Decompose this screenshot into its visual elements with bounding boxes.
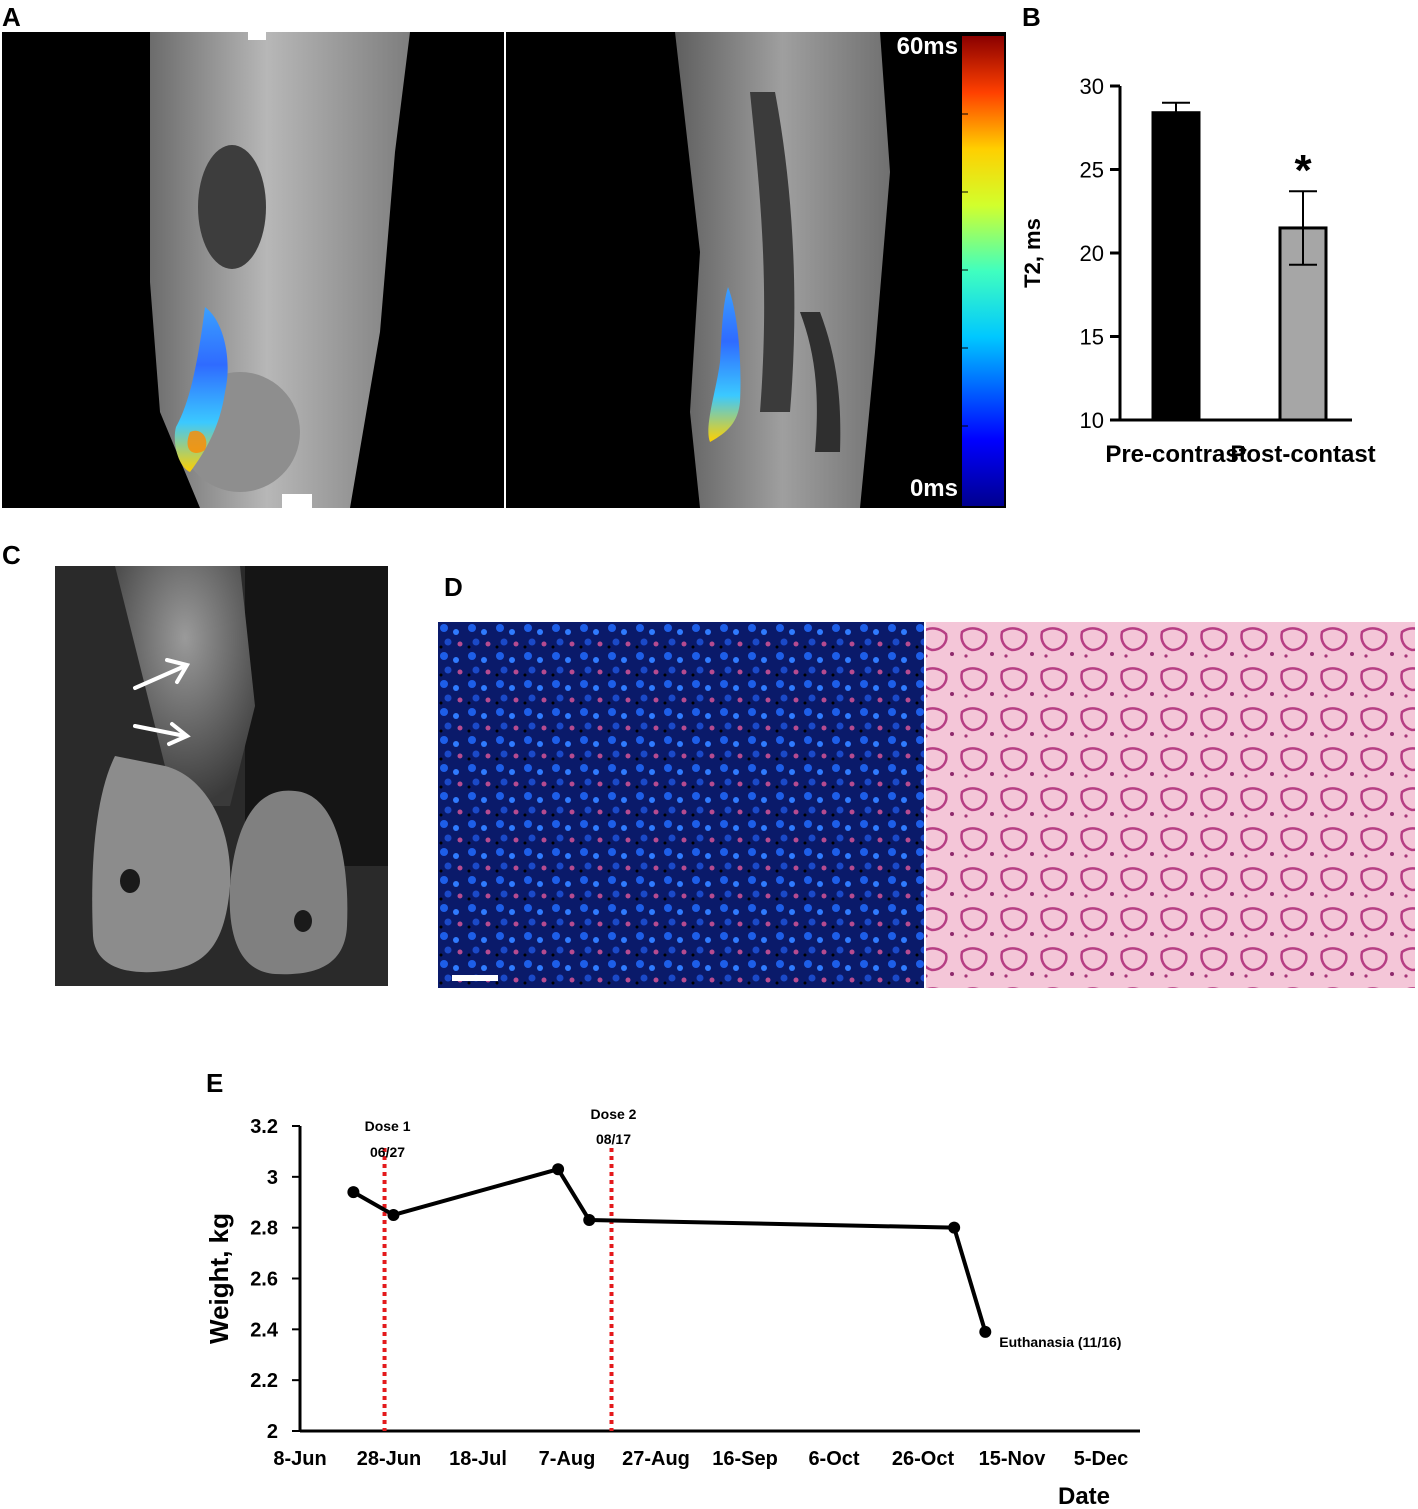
dose1-date-label: 06/27 [370,1144,405,1160]
x-tick-label: 7-Aug [539,1448,596,1470]
he-stain-image [926,622,1415,988]
x-tick-label: 18-Jul [449,1448,507,1470]
date-x-axis-label: Date [1058,1483,1110,1509]
mri-pre-contrast-image [2,32,504,508]
t2-colorbar: 60ms 0ms [897,33,1004,506]
x-tick-label: 15-Nov [979,1448,1047,1470]
colorbar-min-label: 0ms [910,475,958,502]
data-point [387,1208,400,1221]
x-tick-label: 6-Oct [808,1448,859,1470]
y-tick-label: 3.2 [250,1116,278,1138]
data-point [552,1163,565,1176]
y-tick-label: 10 [1080,408,1104,433]
x-tick-label: 28-Jun [357,1448,421,1470]
arrow-icon [133,658,191,690]
panel-letter-b: B [1022,2,1041,32]
y-tick-label: 20 [1080,241,1104,266]
dose2-date-label: 08/17 [596,1131,631,1147]
panel-letter-e: E [206,1068,224,1098]
y-tick-label: 2.4 [250,1319,279,1341]
mri-post-contrast-image [506,32,1006,508]
bar [1151,111,1201,422]
y-tick-label: 3 [267,1167,278,1189]
weight-line-chart: Weight, kg Date 2 2.2 2.4 2.6 2.8 3 3.2 8-Jun 2… [204,1106,1140,1509]
data-point [948,1221,961,1234]
dose2-label: Dose 2 [591,1106,637,1122]
arrow-icon [133,722,191,746]
mri-t2-figure: 60ms 0ms [2,32,1006,508]
colorbar-max-label: 60ms [897,33,958,60]
dose1-label: Dose 1 [365,1118,411,1134]
category-label: Pre-contrast [1105,441,1246,468]
t2-y-axis-label: T2, ms [1020,218,1045,288]
panel-letter-d: D [444,572,463,602]
panel-letter-a: A [2,2,21,32]
category-label: Post-contast [1230,441,1375,468]
data-point [583,1214,596,1227]
scale-bar [452,975,498,981]
x-tick-label: 16-Sep [712,1448,778,1470]
y-tick-label: 25 [1080,158,1104,183]
panel-letter-c: C [2,540,21,570]
euthanasia-label: Euthanasia (11/16) [999,1334,1121,1350]
x-tick-label: 5-Dec [1074,1448,1128,1470]
y-tick-label: 2 [267,1421,278,1443]
x-tick-label: 27-Aug [622,1448,690,1470]
histology-figure [438,622,1415,988]
fluorescence-image [438,622,924,988]
weight-series-line [352,1167,988,1333]
x-tick-label: 26-Oct [892,1448,955,1470]
y-tick-label: 2.2 [250,1370,278,1392]
t2-bar-chart: T2, ms * 10 15 20 25 30 Pre-contrastPost-con… [1020,74,1376,468]
data-point [347,1186,360,1199]
y-tick-label: 15 [1080,325,1104,350]
y-tick-label: 2.8 [250,1218,278,1240]
mri-coronal-image [55,566,388,986]
x-tick-label: 8-Jun [273,1448,326,1470]
weight-y-axis-label: Weight, kg [204,1213,234,1344]
y-tick-label: 30 [1080,74,1104,99]
significance-marker: * [1294,146,1312,195]
y-tick-label: 2.6 [250,1269,278,1291]
data-point [979,1325,992,1338]
